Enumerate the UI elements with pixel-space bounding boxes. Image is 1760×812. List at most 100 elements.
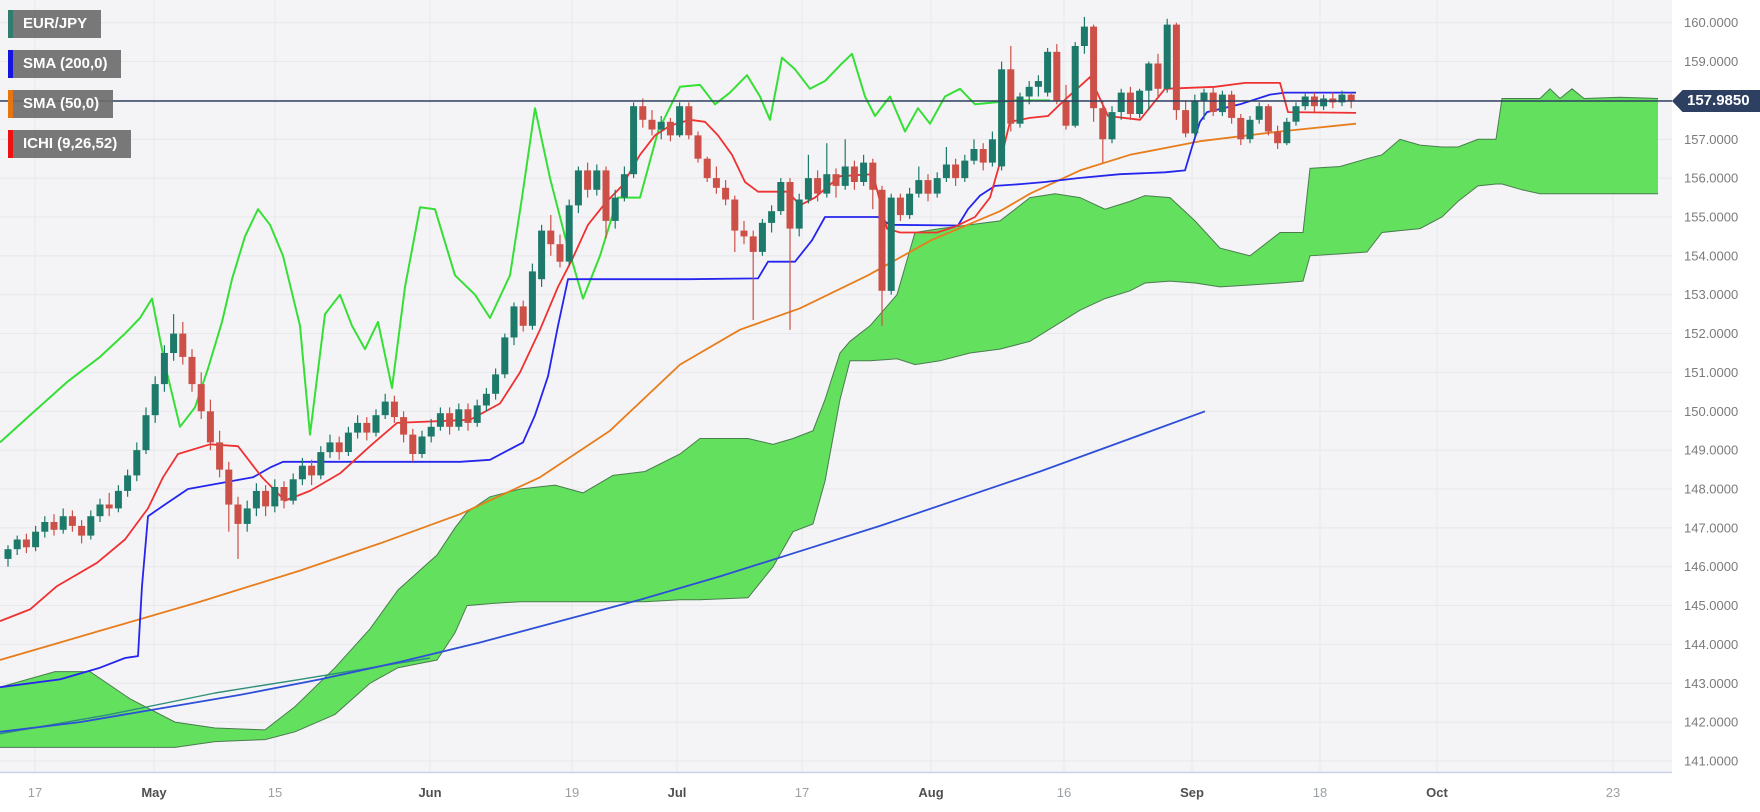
candle-body — [1292, 106, 1300, 122]
candle-body — [400, 417, 408, 435]
x-axis-label: 23 — [1606, 785, 1620, 800]
legend-color-chip — [8, 50, 13, 78]
candle-body — [961, 160, 969, 179]
candle-body — [381, 401, 389, 416]
candle-body — [639, 106, 647, 120]
candle-body — [133, 450, 141, 476]
candle-body — [887, 197, 895, 291]
candle-body — [657, 121, 665, 130]
y-axis-label: 149.0000 — [1684, 443, 1738, 458]
time-axis-strip[interactable] — [0, 772, 1760, 812]
x-axis-label: Sep — [1180, 785, 1204, 800]
candle-body — [464, 409, 472, 423]
candle-body — [786, 182, 794, 229]
candle-body — [492, 374, 500, 394]
candle-body — [13, 539, 21, 550]
candle-body — [96, 504, 104, 517]
candle-body — [878, 189, 886, 291]
candle-body — [206, 411, 214, 443]
candle-body — [1283, 121, 1291, 144]
candle-body — [216, 442, 224, 470]
y-axis-label: 148.0000 — [1684, 482, 1738, 497]
candle-body — [501, 337, 509, 375]
candle-body — [703, 158, 711, 179]
legend-label: ICHI (9,26,52) — [23, 135, 118, 152]
y-axis-label: 151.0000 — [1684, 365, 1738, 380]
candle-body — [758, 222, 766, 252]
candle-body — [344, 432, 352, 452]
candle-body — [1338, 94, 1346, 103]
y-axis-label: 159.0000 — [1684, 54, 1738, 69]
candle-body — [436, 413, 444, 427]
candle-body — [556, 244, 564, 262]
candle-body — [924, 180, 932, 194]
legend-item-sma-50-0-[interactable]: SMA (50,0) — [8, 90, 114, 118]
y-axis-label: 160.0000 — [1684, 15, 1738, 30]
legend-label: EUR/JPY — [23, 15, 88, 32]
candle-body — [1255, 106, 1263, 120]
candle-body — [363, 422, 371, 433]
candle-body — [41, 522, 49, 532]
candle-body — [906, 193, 914, 216]
candle-body — [1172, 24, 1180, 111]
candle-body — [593, 170, 601, 190]
candle-body — [1209, 92, 1217, 112]
candle-body — [225, 469, 233, 505]
x-axis-label: Aug — [918, 785, 943, 800]
candle-body — [731, 199, 739, 231]
legend-item-sma-200-0-[interactable]: SMA (200,0) — [8, 50, 122, 78]
x-axis-label: May — [141, 785, 167, 800]
candle-body — [1080, 26, 1088, 46]
candle-body — [280, 487, 288, 501]
candle-body — [1145, 63, 1153, 91]
candle-body — [427, 426, 435, 437]
candle-body — [234, 504, 242, 524]
y-axis-label: 157.0000 — [1684, 132, 1738, 147]
candle-body — [768, 211, 776, 223]
candle-body — [933, 178, 941, 194]
candle-body — [1108, 112, 1116, 140]
candle-body — [998, 69, 1006, 167]
candle-body — [860, 162, 868, 182]
candle-body — [1163, 24, 1171, 89]
candle-body — [795, 199, 803, 229]
candle-body — [1044, 51, 1052, 93]
legend-item-ichi-9-26-52-[interactable]: ICHI (9,26,52) — [8, 130, 132, 158]
candle-body — [740, 230, 748, 237]
candle-body — [1228, 94, 1236, 118]
candle-body — [473, 405, 481, 423]
candle-body — [298, 465, 306, 480]
ichimoku-tenkan-line — [0, 76, 1357, 622]
candle-body — [289, 479, 297, 501]
candle-body — [418, 436, 426, 454]
candle-body — [482, 393, 490, 406]
candle-body — [160, 353, 168, 385]
candle-body — [1126, 92, 1134, 114]
y-axis-label: 145.0000 — [1684, 598, 1738, 613]
last-price-tag: 157.9850 — [1672, 90, 1760, 112]
candle-body — [308, 465, 316, 476]
candle-body — [197, 384, 205, 412]
ichimoku-senkou-a-line — [0, 657, 431, 735]
legend-color-chip — [8, 90, 13, 118]
candle-body — [547, 230, 555, 245]
candle-body — [1136, 90, 1144, 114]
candle-body — [1191, 100, 1199, 134]
candle-body — [1347, 94, 1355, 101]
y-axis-label: 150.0000 — [1684, 404, 1738, 419]
candle-body — [4, 549, 12, 559]
legend-item-eur-jpy[interactable]: EUR/JPY — [8, 10, 102, 38]
candle-body — [390, 401, 398, 418]
candle-body — [170, 333, 178, 353]
candlestick-series — [4, 16, 1355, 567]
candle-body — [1025, 86, 1033, 97]
price-axis-strip[interactable] — [1672, 0, 1760, 812]
candle-body — [317, 452, 325, 476]
ichimoku-cloud — [0, 88, 1658, 748]
candle-body — [896, 197, 904, 216]
candle-body — [841, 166, 849, 186]
y-axis-label: 155.0000 — [1684, 210, 1738, 225]
x-axis-label: Oct — [1426, 785, 1448, 800]
sma-50-line — [0, 122, 1357, 661]
